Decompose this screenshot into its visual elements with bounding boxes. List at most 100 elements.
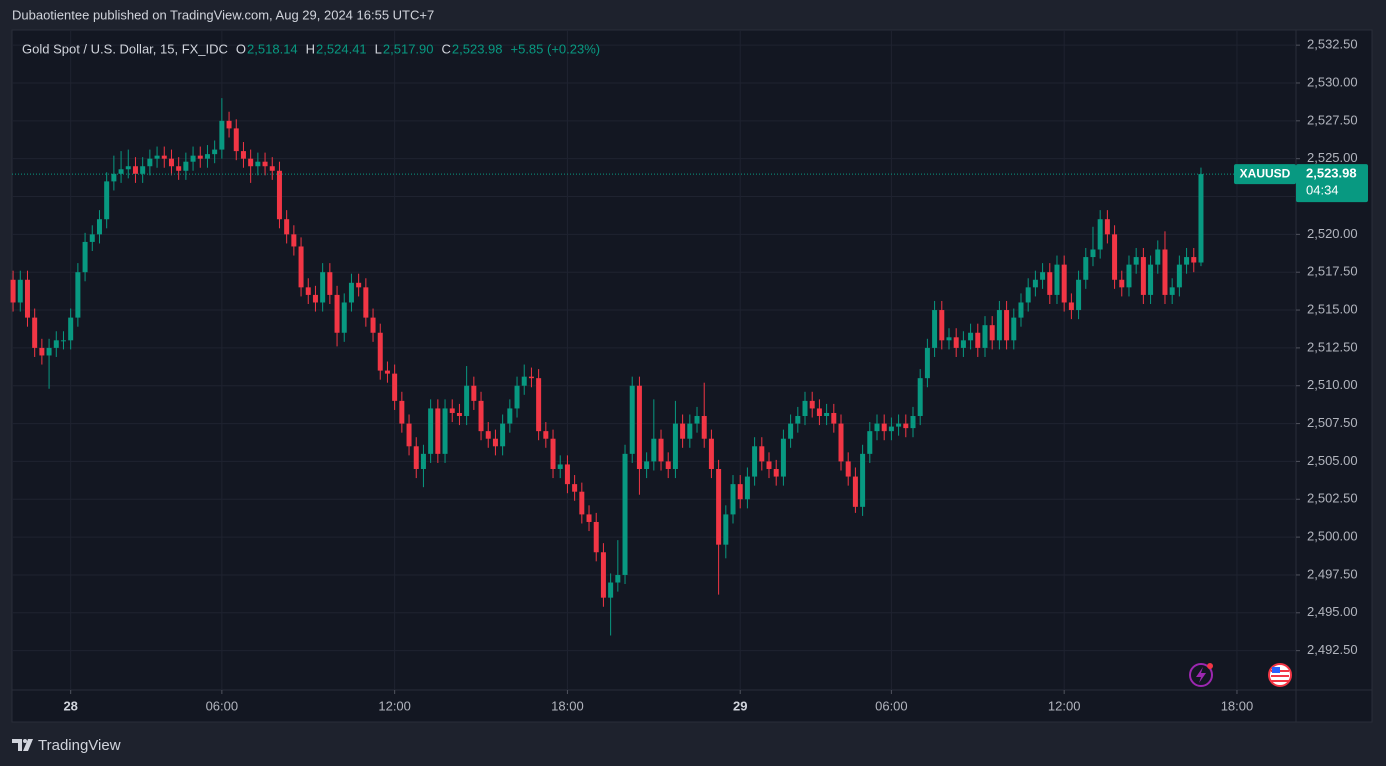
overlay: 2,492.50 2,495.00 2,497.50 2,500.00 2,502.50…	[12, 37, 1368, 713]
candle-body	[485, 431, 491, 439]
x-tick-label: 06:00	[206, 698, 239, 713]
y-tick-label: 2,517.50	[1307, 264, 1358, 279]
candle-body	[68, 317, 74, 341]
lightning-icon[interactable]	[1189, 663, 1213, 687]
legend-open-label: O	[236, 41, 246, 56]
x-tick-label: 12:00	[378, 698, 411, 713]
candle-body	[284, 219, 290, 235]
candle-body	[730, 484, 736, 515]
candle-body	[766, 461, 772, 469]
candle-body	[1133, 257, 1139, 265]
candle-body	[125, 166, 131, 170]
candle-body	[1011, 317, 1017, 341]
candle-body	[816, 408, 822, 417]
y-tick-label: 2,502.50	[1307, 491, 1358, 506]
candle-body	[946, 337, 952, 341]
candle-body	[953, 337, 959, 348]
candle-body	[550, 438, 556, 469]
plot-frame	[11, 29, 1373, 723]
publisher-header: Dubaotientee published on TradingView.co…	[12, 7, 434, 22]
candle-body	[989, 325, 995, 341]
candle-body	[111, 173, 117, 182]
candle-body	[536, 378, 542, 432]
candle-body	[500, 423, 506, 447]
candle-body	[478, 400, 484, 432]
candle-body	[212, 149, 218, 155]
candle-body	[147, 158, 153, 167]
candle-body	[1162, 249, 1168, 295]
candle-body	[1140, 257, 1146, 295]
candle-body	[176, 166, 182, 171]
candle-body	[521, 376, 527, 386]
x-tick-label: 28	[63, 698, 77, 713]
legend-close-label: C	[442, 41, 451, 56]
logo-text: TradingView	[38, 737, 121, 754]
candle-body	[140, 166, 146, 174]
x-tick-label: 12:00	[1048, 698, 1081, 713]
candle-body	[1068, 302, 1074, 311]
candle-body	[1104, 219, 1110, 235]
candle-body	[1112, 234, 1118, 280]
y-tick-label: 2,527.50	[1307, 112, 1358, 127]
candle-body	[888, 426, 894, 432]
candle-body	[1126, 264, 1132, 288]
candle-body	[1018, 302, 1024, 318]
candle-body	[1054, 264, 1060, 295]
candle-body	[824, 412, 830, 417]
candle-body	[968, 332, 974, 341]
candle-body	[780, 438, 786, 477]
candle-body	[262, 161, 268, 167]
candle-body	[1061, 264, 1067, 303]
candle-body	[996, 310, 1002, 341]
candle-body	[248, 158, 254, 167]
candle-body	[802, 400, 808, 417]
candle-body	[60, 340, 66, 342]
candle-body	[356, 282, 362, 288]
candle-body	[788, 423, 794, 439]
candle-body	[723, 514, 729, 545]
candle-body	[845, 461, 851, 477]
legend-high-label: H	[306, 41, 315, 56]
candle-body	[96, 219, 102, 235]
y-tick-label: 2,515.00	[1307, 301, 1358, 316]
candle-body	[240, 151, 246, 159]
price-badge-price: 2,523.98	[1306, 166, 1357, 181]
footer-logo[interactable]: TradingView	[12, 737, 121, 754]
candle-body	[759, 446, 765, 462]
candle-body	[435, 408, 441, 454]
candle-body	[507, 408, 513, 424]
y-tick-label: 2,495.00	[1307, 604, 1358, 619]
candle-body	[701, 416, 707, 439]
candle-body	[291, 234, 297, 247]
candle-body	[399, 400, 405, 424]
candle-body	[932, 310, 938, 348]
candle-body	[46, 347, 52, 356]
candle-body	[852, 476, 858, 507]
candle-body	[384, 370, 390, 374]
candle-body	[1047, 272, 1053, 295]
legend-low: 2,517.90	[383, 41, 434, 56]
candle-body	[564, 464, 570, 485]
candle-body	[615, 574, 621, 583]
candles	[10, 98, 1204, 636]
flag-icon[interactable]	[1268, 663, 1292, 687]
candle-body	[197, 155, 203, 159]
y-tick-label: 2,510.00	[1307, 377, 1358, 392]
candle-body	[233, 128, 239, 152]
icon-bolt	[1196, 667, 1206, 683]
candle-body	[881, 423, 887, 432]
candle-body	[82, 241, 88, 273]
candle-body	[622, 453, 628, 575]
candle-body	[1155, 249, 1161, 265]
flag-stripe	[1271, 680, 1289, 682]
candle-body	[269, 166, 275, 171]
candle-body	[939, 310, 945, 341]
y-tick-label: 2,505.00	[1307, 453, 1358, 468]
candle-body	[456, 412, 462, 417]
candle-body	[75, 272, 81, 318]
candle-body	[838, 423, 844, 462]
candle-body	[773, 468, 779, 477]
candle-body	[543, 431, 549, 439]
candle-body	[600, 552, 606, 598]
candle-body	[428, 408, 434, 454]
